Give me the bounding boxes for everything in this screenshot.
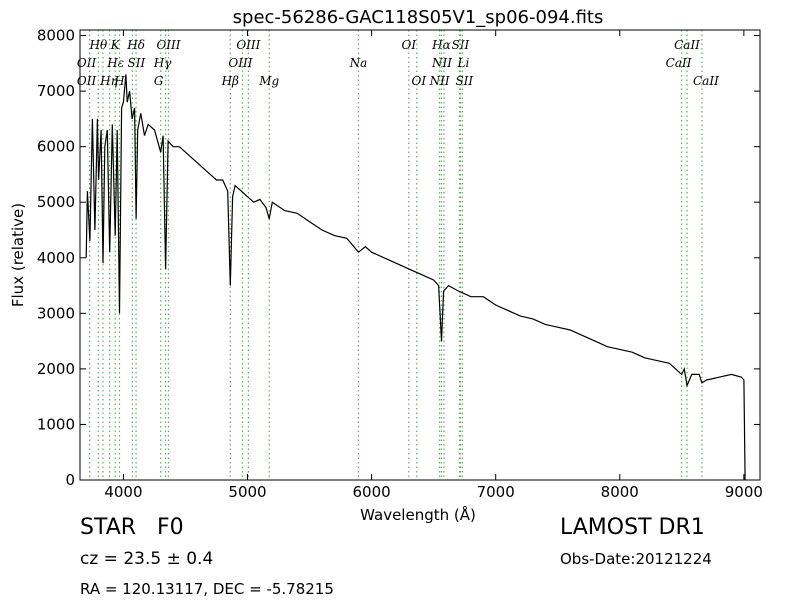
- spectral-line-label: NII: [431, 56, 452, 70]
- spectral-line-label: G: [154, 74, 164, 88]
- x-tick-label: 5000: [228, 483, 266, 501]
- obs-date: Obs-Date:20121224: [560, 550, 712, 568]
- y-tick-label: 6000: [37, 138, 75, 156]
- spectral-line-label: SII: [455, 74, 473, 88]
- spectral-line-label: OIII: [236, 38, 260, 52]
- object-class: STAR F0: [80, 515, 184, 540]
- spectral-line-label: OI: [411, 74, 426, 88]
- spectral-line-label: Na: [349, 56, 368, 70]
- x-tick-label: 9000: [725, 483, 763, 501]
- redshift: cz = 23.5 ± 0.4: [80, 549, 213, 569]
- spectral-line-label: Hε: [106, 56, 124, 70]
- y-tick-label: 8000: [37, 27, 75, 45]
- spectral-line-label: Hα: [431, 38, 451, 52]
- plot-frame: [79, 29, 761, 481]
- survey: LAMOST DR1: [560, 515, 705, 540]
- spectral-line-label: Hθ: [89, 38, 108, 52]
- chart-title: spec-56286-GAC118S05V1_sp06-094.fits: [233, 7, 604, 28]
- y-tick-label: 0: [65, 471, 75, 489]
- x-tick-label: 6000: [353, 483, 391, 501]
- spectral-line-label: Hβ: [221, 74, 239, 88]
- spectral-line-label: NII: [429, 74, 450, 88]
- y-tick-label: 4000: [37, 249, 75, 267]
- spectral-line-label: H: [113, 74, 125, 88]
- spectral-line-label: K: [110, 38, 121, 52]
- spectrum: [85, 74, 746, 481]
- y-tick-label: 2000: [37, 360, 75, 378]
- x-tick-label: 8000: [601, 483, 639, 501]
- spectral-line-label: Hδ: [126, 38, 145, 52]
- spectral-line-label: Hη: [99, 74, 118, 88]
- y-tick-label: 5000: [37, 193, 75, 211]
- y-tick-label: 7000: [37, 82, 75, 100]
- y-axis-label: Flux (relative): [9, 203, 27, 307]
- x-axis-label: Wavelength (Å): [360, 505, 476, 524]
- spectral-line-label: Mg: [258, 74, 279, 88]
- spectral-line-label: OIII: [228, 56, 252, 70]
- y-tick-label: 3000: [37, 304, 75, 322]
- y-tick-label: 1000: [37, 415, 75, 433]
- spectral-line-label: SII: [452, 38, 470, 52]
- x-tick-label: 7000: [477, 483, 515, 501]
- spectral-line-label: OII: [77, 74, 97, 88]
- spectral-line-label: Hγ: [153, 56, 172, 70]
- coordinates: RA = 120.13117, DEC = -5.78215: [80, 580, 334, 598]
- spectral-line-label: Li: [457, 56, 470, 70]
- spectral-line-label: CaII: [666, 56, 692, 70]
- x-tick-label: 4000: [104, 483, 142, 501]
- spectral-line-label: CaII: [674, 38, 700, 52]
- spectral-line-label: OIII: [156, 38, 180, 52]
- spectral-line-label: CaII: [693, 74, 719, 88]
- spectral-line-label: OI: [402, 38, 417, 52]
- spectral-line-label: OII: [77, 56, 97, 70]
